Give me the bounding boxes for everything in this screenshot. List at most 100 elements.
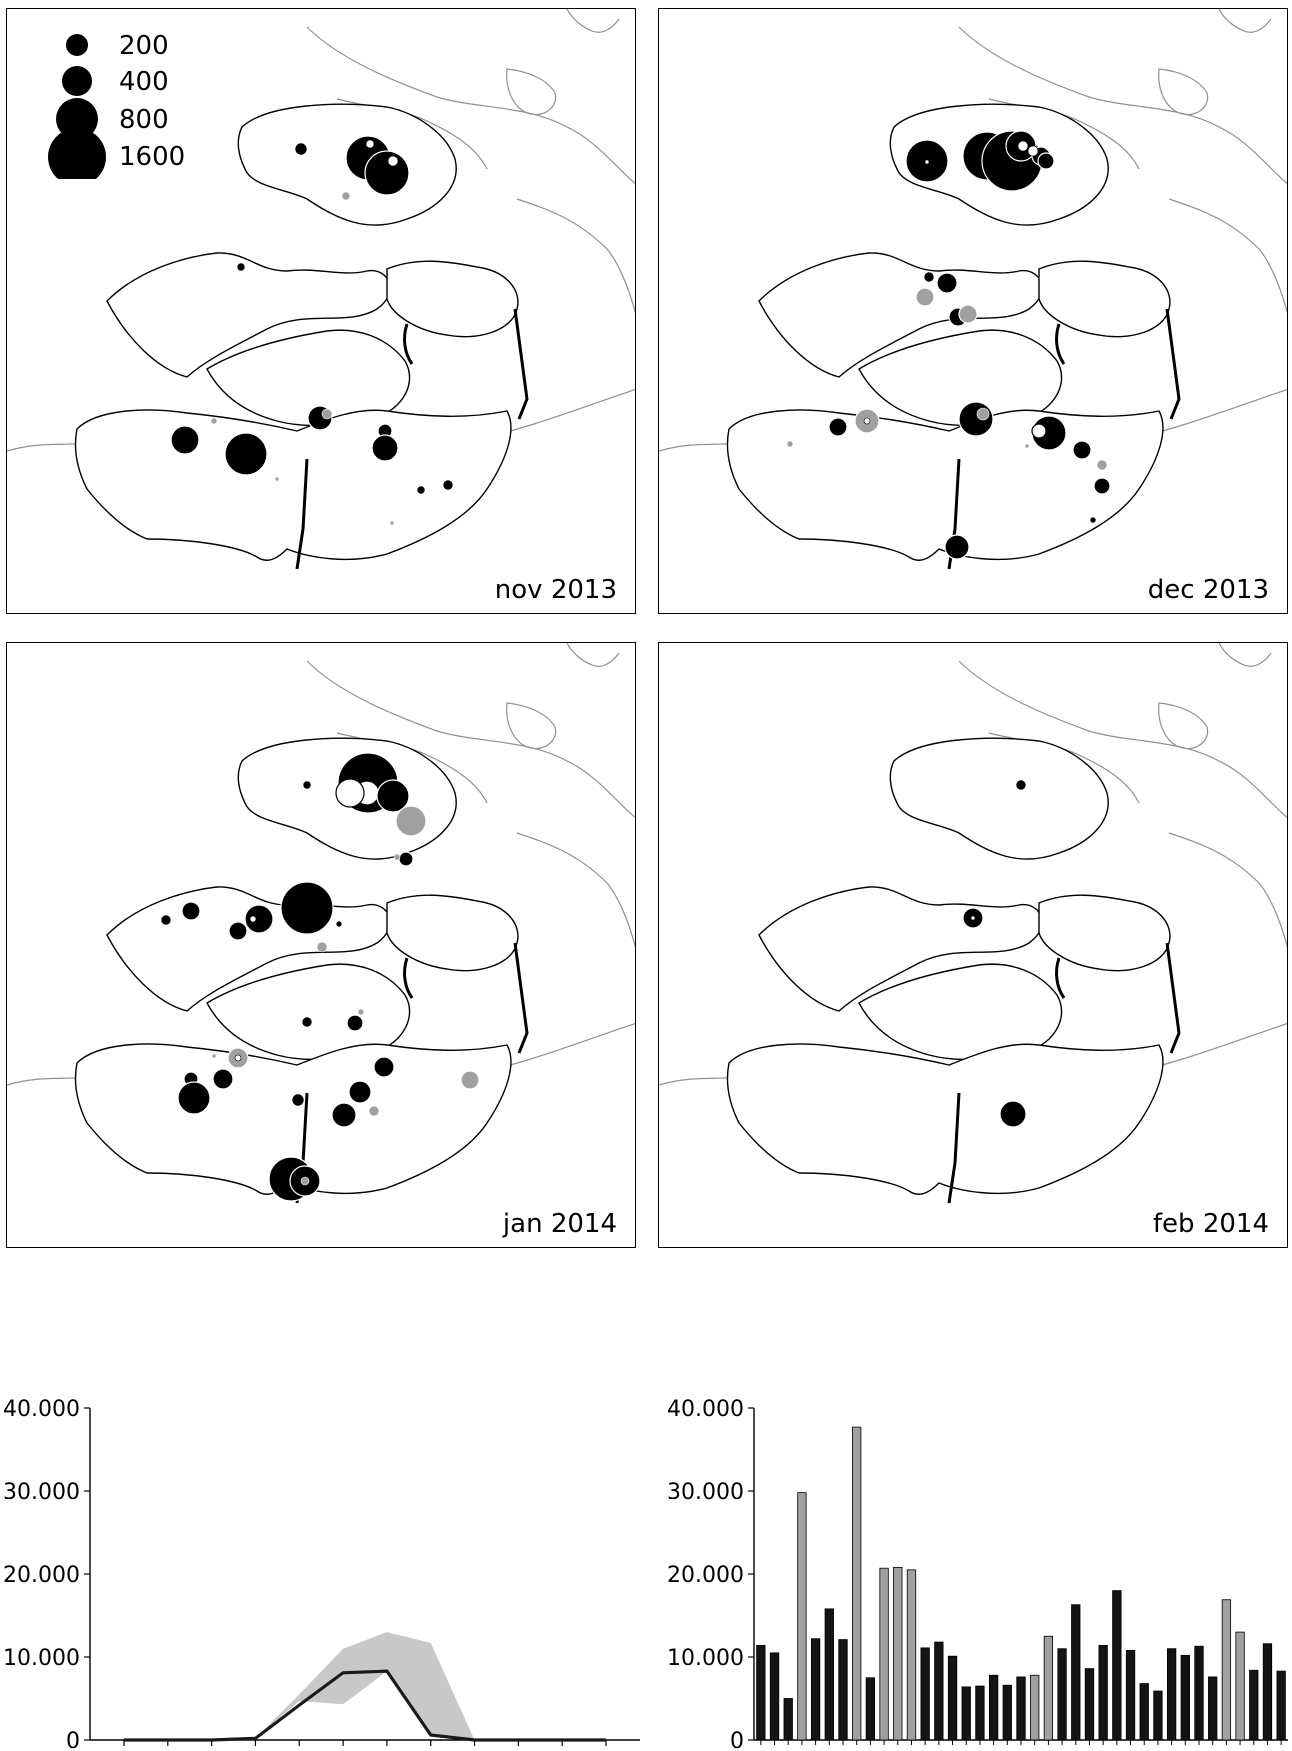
legend-label-800: 800 — [119, 105, 169, 135]
bar — [1166, 1648, 1177, 1741]
observation-circle — [210, 417, 218, 425]
bar — [1002, 1684, 1012, 1741]
observation-circle — [371, 434, 399, 462]
x-tick-label: J — [601, 1749, 610, 1751]
observation-circle — [212, 1068, 234, 1090]
bar — [1194, 1645, 1204, 1741]
y-tick-label: 20.000 — [3, 1563, 80, 1588]
observation-circle — [976, 407, 990, 421]
observation-circle — [300, 1176, 310, 1186]
bar — [1153, 1690, 1163, 1741]
map-panel-feb-2014: feb 2014 — [658, 642, 1288, 1248]
x-tick-label: 05/06 — [1140, 1749, 1203, 1751]
observation-circle — [1027, 145, 1039, 157]
observation-circle — [958, 304, 978, 324]
observation-circle — [364, 150, 410, 196]
bar — [797, 1492, 807, 1741]
observation-circle — [280, 881, 334, 935]
bar — [1098, 1644, 1108, 1741]
bar — [769, 1652, 780, 1741]
observation-circle — [341, 191, 351, 201]
seasonal-line-chart: 0 10.000 20.000 30.000 40.000 J A S O N D J F M A M J — [3, 1397, 640, 1751]
x-tick-label: O — [247, 1749, 264, 1751]
map-label: nov 2013 — [494, 575, 617, 605]
observation-circles — [962, 779, 1027, 1128]
bar — [1249, 1669, 1259, 1741]
observation-circle — [1072, 440, 1092, 460]
observation-circle — [234, 1054, 242, 1062]
observation-circle — [387, 155, 399, 167]
bar — [920, 1647, 930, 1741]
observation-circle — [1031, 423, 1047, 439]
bar — [879, 1567, 889, 1741]
legend-label-400: 400 — [119, 67, 169, 97]
observation-circle — [181, 901, 201, 921]
legend-label-1600: 1600 — [119, 142, 185, 172]
map-panel-nov-2013: nov 2013 200 400 800 1600 — [6, 8, 636, 614]
x-tick-label: 95/96 — [1003, 1749, 1066, 1751]
bar — [1125, 1649, 1136, 1741]
bar — [934, 1641, 944, 1741]
bar — [1262, 1643, 1273, 1741]
map-label: dec 2013 — [1147, 575, 1269, 605]
observation-circle — [924, 159, 930, 165]
legend-label-200: 200 — [119, 31, 169, 61]
y-tick-label: 30.000 — [667, 1480, 744, 1505]
annual-bar-chart: 0 10.000 20.000 30.000 40.000 75/76 80/81 85/86… — [667, 1397, 1288, 1751]
observation-circle — [828, 417, 848, 437]
x-tick-label: D — [335, 1749, 352, 1751]
y-tick-label: 40.000 — [667, 1397, 744, 1422]
x-tick-label: M — [553, 1749, 572, 1751]
bar — [947, 1655, 958, 1741]
bar — [961, 1686, 971, 1741]
observation-circle — [357, 1008, 365, 1016]
bar — [756, 1644, 766, 1741]
observation-circle — [1037, 152, 1055, 170]
map-svg — [659, 643, 1287, 1204]
bar — [1057, 1648, 1067, 1741]
observation-circle — [970, 915, 976, 921]
x-tick-label: M — [465, 1749, 484, 1751]
y-tick-label: 40.000 — [3, 1397, 80, 1422]
range-band — [124, 1632, 606, 1740]
series-line — [124, 1669, 606, 1742]
observation-circle — [321, 408, 333, 420]
observation-circle — [249, 915, 257, 923]
observation-circles — [160, 752, 480, 1202]
x-tick-label: A — [511, 1749, 526, 1751]
observation-circle — [294, 142, 308, 156]
observation-circle — [923, 271, 935, 283]
map-svg — [7, 643, 635, 1204]
observation-circle — [786, 440, 794, 448]
observation-circle — [274, 476, 280, 482]
observation-circle — [211, 1053, 217, 1059]
x-tick-label: 10/11 — [1208, 1749, 1271, 1751]
bar — [1180, 1654, 1190, 1741]
x-tick-label: 00/01 — [1071, 1749, 1134, 1751]
map-svg — [7, 9, 635, 570]
x-tick-label: S — [205, 1749, 219, 1751]
x-tick-label: F — [424, 1749, 437, 1751]
bar — [975, 1685, 985, 1741]
observation-circle — [302, 780, 312, 790]
observation-circle — [335, 920, 343, 928]
y-tick-label: 30.000 — [3, 1480, 80, 1505]
map-label: jan 2014 — [502, 1209, 617, 1239]
legend-circle-1600 — [48, 128, 106, 179]
observation-circle — [373, 1056, 395, 1078]
y-tick-label: 10.000 — [3, 1646, 80, 1671]
map-panel-dec-2013: dec 2013 — [658, 8, 1288, 614]
bar — [865, 1677, 876, 1741]
observation-circle — [368, 1105, 380, 1117]
observation-circle — [331, 1102, 357, 1128]
map-svg — [659, 9, 1287, 570]
observation-circle — [177, 1081, 211, 1115]
observation-circle — [1015, 779, 1027, 791]
x-tick-label: J — [119, 1749, 128, 1751]
legend-circle-200 — [66, 34, 88, 56]
size-legend: 200 400 800 1600 — [48, 31, 185, 179]
observation-circles — [170, 135, 454, 526]
observation-circle — [346, 1014, 364, 1032]
observation-circle — [416, 485, 426, 495]
y-tick-label: 10.000 — [667, 1646, 744, 1671]
